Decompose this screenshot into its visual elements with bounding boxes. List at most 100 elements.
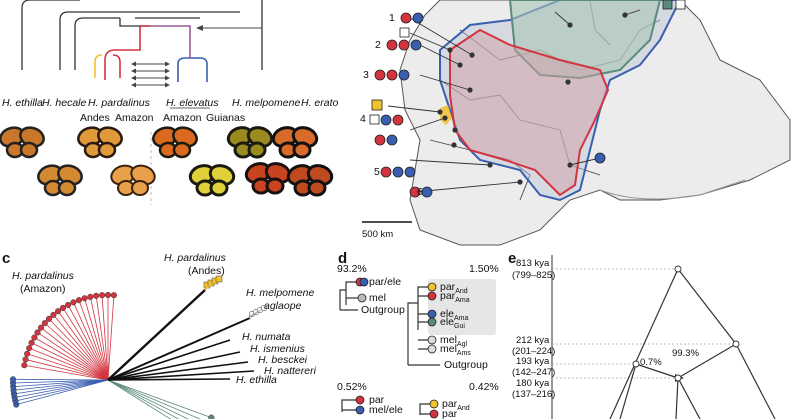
tree-tip-pardalinus (99, 292, 106, 299)
label-pardalinus-amazon-sub: (Amazon) (20, 283, 66, 295)
tree-tip-andes (215, 275, 223, 283)
d-bottom-left-percent: 0.52% (337, 381, 367, 393)
marker-par-and (427, 282, 437, 292)
e-range-180: (137–216) (512, 389, 556, 400)
d-top-left-taxon-1: par/ele (369, 276, 402, 288)
tree-tip-aglaope (260, 304, 268, 312)
tree-tip-pardalinus (54, 308, 62, 315)
species-pardalinus: H. pardalinus (88, 97, 150, 109)
tree-branch-pardalinus (62, 307, 109, 381)
tree-branch-pardalinus (40, 327, 109, 381)
marker-mel-ams (427, 344, 437, 354)
site-5: 5 (374, 166, 380, 178)
marker-par-bottom-2 (429, 409, 439, 419)
tree-branch-pardalinus (34, 337, 109, 381)
species-ethilla: H. ethilla (2, 97, 43, 109)
tree-branch-elevatus (13, 379, 109, 388)
node-193 (632, 360, 640, 368)
species-elevatus: H. elevatus (166, 97, 219, 109)
tree-branch-andes-stem (107, 289, 206, 381)
tree-branch-guianas (107, 379, 180, 419)
e-range-212: (201–224) (512, 346, 556, 357)
tree-tip-pardalinus (37, 324, 45, 331)
tree-branch-pardalinus (27, 353, 109, 381)
tree-branch-guianas (107, 379, 189, 419)
tree-tip-pardalinus (45, 315, 53, 322)
marker-mel-agl (427, 335, 437, 345)
e-edge-percent-99: 99.3% (672, 348, 699, 359)
tree-branch-elevatus (14, 379, 109, 398)
tree-tip-pardalinus (41, 320, 48, 327)
tree-branch-elevatus (12, 378, 109, 381)
label-aglaope: aglaope (264, 300, 302, 312)
tree-branch-ethilla (107, 378, 231, 381)
tree-tip-pardalinus (50, 311, 57, 318)
marker-par-and-bottom (429, 399, 439, 409)
label-numata: H. numata (242, 331, 291, 343)
tree-branch-aglaope (247, 307, 265, 319)
population-andes: Andes (80, 112, 110, 124)
node-root (674, 265, 682, 273)
sample-lines (387, 9, 641, 193)
label-pardalinus-amazon: H. pardalinus (12, 270, 74, 282)
tree-branch-numata (107, 339, 231, 381)
scale-bar-label: 500 km (362, 229, 394, 240)
tree-tip-pardalinus (28, 339, 35, 346)
tree-tip-pardalinus (24, 350, 31, 357)
tree-tip-elevatus (9, 376, 17, 383)
d-bottom-left-taxon-2: mel/ele (369, 404, 403, 416)
e-time-813: 813 kya (516, 258, 550, 269)
e-edge-percent-0: 0.7% (640, 357, 662, 368)
tree-tip-pardalinus (65, 301, 72, 308)
d-top-left-taxon-2: mel (369, 292, 386, 304)
site-2: 2 (375, 39, 381, 51)
tree-branch-pardalinus (44, 322, 109, 381)
d-bottom-par-and: parAnd (442, 398, 470, 413)
panel-label-d: d (338, 250, 348, 267)
tree-branch-pardalinus (31, 342, 109, 381)
tree-branch-pardalinus (24, 364, 109, 381)
tree-tip-pardalinus (22, 356, 29, 363)
e-range-193: (142–247) (512, 367, 556, 378)
label-pardalinus-andes: H. pardalinus (164, 252, 226, 264)
tree-branch-pardalinus (73, 302, 109, 381)
d-bottom-par: par (442, 408, 458, 420)
tree-tip-pardalinus (93, 292, 100, 299)
d-par-ama: parAma (440, 290, 470, 305)
species-erato: H. erato (301, 97, 339, 109)
d-par-and: parAnd (440, 281, 468, 296)
tree-branch-guianas (107, 379, 201, 419)
tree-tip-pardalinus (26, 345, 33, 352)
population-amazon-ele: Amazon (163, 112, 202, 124)
marker-ele-gui (427, 317, 437, 327)
tree-branch-pardalinus (78, 299, 109, 381)
panel-label-e: e (508, 250, 517, 267)
d-top-right-outgroup: Outgroup (444, 359, 488, 371)
label-besckei: H. besckei (258, 354, 308, 366)
tree-branch-ismenius (107, 351, 241, 381)
label-pardalinus-andes-sub: (Andes) (188, 265, 225, 277)
d-top-right-percent: 1.50% (469, 263, 499, 275)
e-time-180: 180 kya (516, 378, 550, 389)
marker-par-ele-split-b (359, 277, 369, 287)
label-ethilla: H. ethilla (236, 374, 277, 386)
tree-tip-pardalinus (34, 329, 41, 336)
tree-branch-guianas (107, 379, 172, 419)
d-mel-agl: melAgl (440, 334, 468, 349)
marker-mel (357, 293, 367, 303)
tree-branch-pardalinus (107, 295, 115, 381)
d-bottom-left-taxon-1: par (369, 394, 385, 406)
marker-par-bottom (355, 395, 365, 405)
tree-branch-guianas (107, 379, 212, 418)
tree-branch-pardalinus (89, 296, 109, 381)
tree-branch-elevatus (15, 379, 109, 402)
tree-tip-pardalinus (75, 297, 82, 304)
d-top-left-percent: 93.2% (337, 263, 367, 275)
sample-points (437, 12, 628, 185)
tree-tip-pardalinus (110, 292, 117, 299)
tree-tip-guianas (208, 414, 215, 419)
site-6: 6 (417, 186, 423, 198)
population-guianas: Guianas (206, 112, 246, 124)
node-212 (732, 340, 740, 348)
